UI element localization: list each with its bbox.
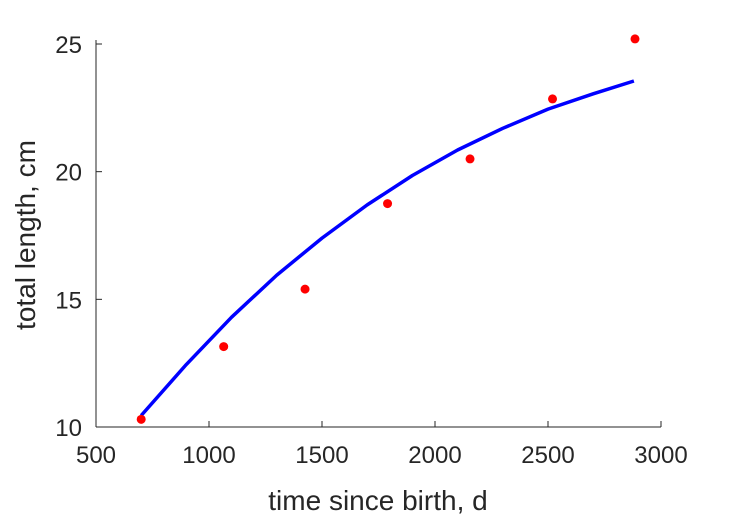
x-tick-label: 2000	[408, 442, 461, 469]
data-point	[465, 154, 475, 164]
data-point	[630, 34, 640, 44]
data-point	[383, 199, 393, 209]
x-tick-label: 500	[76, 442, 116, 469]
x-tick-label: 2500	[521, 442, 574, 469]
y-axis-title: total length, cm	[10, 140, 41, 330]
fit-line	[139, 79, 635, 417]
data-point	[219, 342, 229, 352]
x-axis-title: time since birth, d	[268, 485, 487, 516]
fit-line-series	[139, 79, 635, 417]
axes	[95, 40, 661, 428]
y-tick-label: 20	[55, 160, 82, 187]
data-points-series	[136, 34, 640, 424]
x-axis-ticks: 500 1000 1500 2000 2500 3000	[76, 421, 688, 469]
data-point	[300, 284, 310, 294]
x-tick-label: 1500	[295, 442, 348, 469]
data-point	[548, 94, 558, 104]
y-tick-label: 10	[55, 415, 82, 442]
x-tick-label: 3000	[634, 442, 687, 469]
y-tick-label: 15	[55, 287, 82, 314]
y-axis-ticks: 10 15 20 25	[55, 32, 102, 442]
y-tick-label: 25	[55, 32, 82, 59]
data-point	[136, 414, 146, 424]
x-tick-label: 1000	[182, 442, 235, 469]
